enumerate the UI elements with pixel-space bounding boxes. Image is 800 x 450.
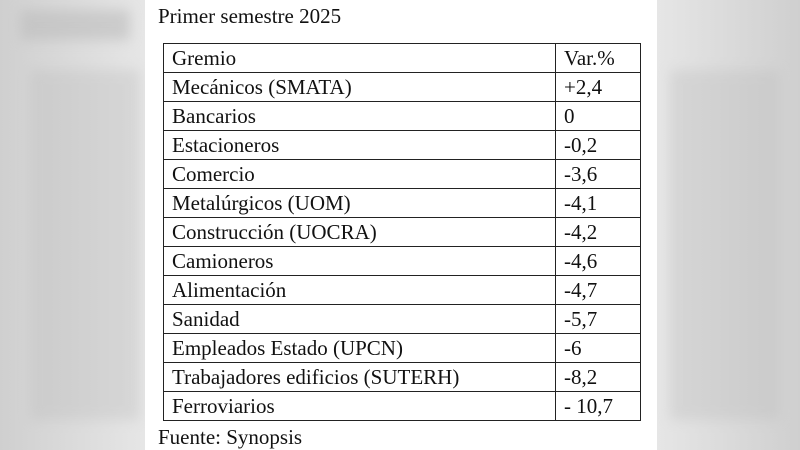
header-row: Gremio Var.% xyxy=(163,43,641,73)
source: Fuente: Synopsis xyxy=(158,425,303,449)
table-row: Metalúrgicos (UOM) -4,1 xyxy=(163,188,641,218)
cell-variation: 0 xyxy=(555,101,641,131)
table-row: Sanidad -5,7 xyxy=(163,304,641,334)
cell-gremio: Metalúrgicos (UOM) xyxy=(163,188,556,218)
table-row: Trabajadores edificios (SUTERH) -8,2 xyxy=(163,362,641,392)
table-row: Alimentación -4,7 xyxy=(163,275,641,305)
table-row: Empleados Estado (UPCN) -6 xyxy=(163,333,641,363)
document-panel: Primer semestre 2025 Gremio Var.% Mecánico… xyxy=(145,0,657,450)
cell-gremio: Trabajadores edificios (SUTERH) xyxy=(163,362,556,392)
cell-variation: -8,2 xyxy=(555,362,641,392)
cell-gremio: Comercio xyxy=(163,159,556,189)
table-row: Estacioneros -0,2 xyxy=(163,130,641,160)
cell-variation: - 10,7 xyxy=(555,391,641,421)
cell-variation: -0,2 xyxy=(555,130,641,160)
cell-variation: -4,1 xyxy=(555,188,641,218)
table-row: Bancarios 0 xyxy=(163,101,641,131)
cell-variation: +2,4 xyxy=(555,72,641,102)
cell-gremio: Camioneros xyxy=(163,246,556,276)
cell-gremio: Construcción (UOCRA) xyxy=(163,217,556,247)
table-row: Construcción (UOCRA) -4,2 xyxy=(163,217,641,247)
cell-variation: -5,7 xyxy=(555,304,641,334)
cell-gremio: Empleados Estado (UPCN) xyxy=(163,333,556,363)
table-row: Camioneros -4,6 xyxy=(163,246,641,276)
table-row: Mecánicos (SMATA) +2,4 xyxy=(163,72,641,102)
cell-gremio: Alimentación xyxy=(163,275,556,305)
cell-variation: -4,7 xyxy=(555,275,641,305)
cell-gremio: Gremio xyxy=(163,43,556,73)
cell-variation: -4,6 xyxy=(555,246,641,276)
cell-gremio: Ferroviarios xyxy=(163,391,556,421)
table-row: Comercio -3,6 xyxy=(163,159,641,189)
cell-gremio: Sanidad xyxy=(163,304,556,334)
cell-gremio: Mecánicos (SMATA) xyxy=(163,72,556,102)
cell-variation: -4,2 xyxy=(555,217,641,247)
cell-gremio: Estacioneros xyxy=(163,130,556,160)
title: Primer semestre 2025 xyxy=(158,4,342,28)
table: Gremio Var.% Mecánicos (SMATA) +2,4 Bancario… xyxy=(163,43,641,421)
blur-block xyxy=(670,70,780,420)
table-body: Gremio Var.% Mecánicos (SMATA) +2,4 Bancario… xyxy=(163,43,641,421)
blur-block xyxy=(20,10,130,40)
cell-variation: Var.% xyxy=(555,43,641,73)
table-row: Ferroviarios - 10,7 xyxy=(163,391,641,421)
cell-variation: -3,6 xyxy=(555,159,641,189)
blur-block xyxy=(30,70,140,420)
cell-gremio: Bancarios xyxy=(163,101,556,131)
cell-variation: -6 xyxy=(555,333,641,363)
